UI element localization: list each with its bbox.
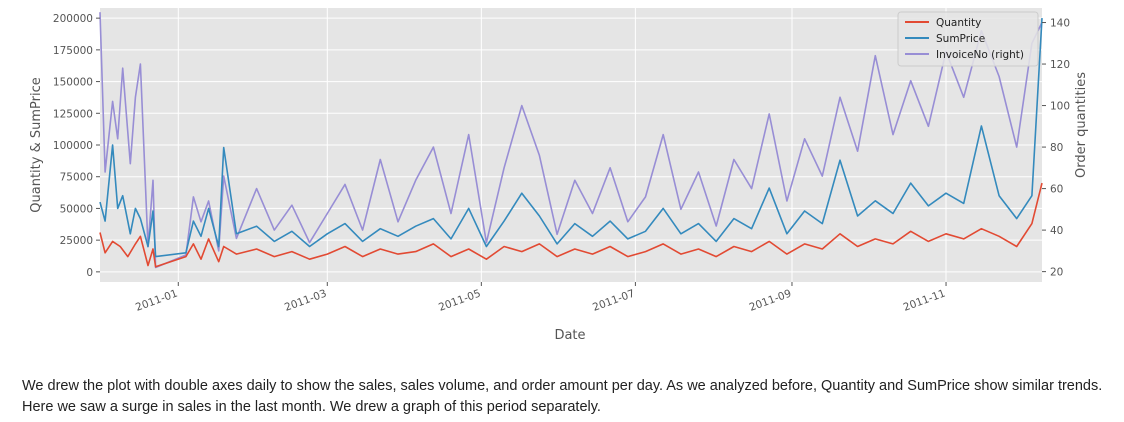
left-y-axis-label: Quantity & SumPrice xyxy=(29,77,44,212)
left-y-axis: 0 25000 50000 75000 100000 125000 150000 175000… xyxy=(53,13,100,279)
legend-box xyxy=(897,11,1039,67)
right-tick-label: 120 xyxy=(1050,59,1070,71)
left-tick-label: 50000 xyxy=(60,203,93,215)
x-tick-label: 2011-03 xyxy=(283,288,328,314)
legend-label: Quantity xyxy=(936,17,981,29)
left-tick-label: 175000 xyxy=(53,45,93,57)
left-tick-label: 0 xyxy=(86,267,93,279)
left-tick-label: 125000 xyxy=(53,108,93,120)
caption-text: We drew the plot with double axes daily … xyxy=(22,378,1103,415)
x-axis-label: Date xyxy=(554,328,585,343)
legend: Quantity SumPrice InvoiceNo (right) xyxy=(897,11,1039,67)
right-tick-label: 60 xyxy=(1050,184,1063,196)
series-lines xyxy=(99,12,1043,269)
right-tick-label: 20 xyxy=(1050,267,1063,279)
x-axis: 2011-01 2011-03 2011-05 2011-07 2011-09 2011-… xyxy=(134,282,947,314)
left-tick-label: 75000 xyxy=(60,172,93,184)
dual-axis-line-chart: 0 25000 50000 75000 100000 125000 150000 175000… xyxy=(29,8,1089,343)
left-tick-label: 200000 xyxy=(53,13,93,25)
left-tick-label: 150000 xyxy=(53,77,93,89)
left-tick-label: 100000 xyxy=(53,140,93,152)
right-tick-label: 100 xyxy=(1050,101,1070,113)
right-tick-label: 80 xyxy=(1050,142,1063,154)
right-y-axis: 20 40 60 80 100 120 140 xyxy=(1042,18,1070,279)
x-tick-label: 2011-01 xyxy=(134,288,179,314)
right-tick-label: 140 xyxy=(1050,18,1070,30)
legend-label: SumPrice xyxy=(936,33,985,45)
x-tick-label: 2011-07 xyxy=(591,288,636,314)
series-line-quantity xyxy=(99,182,1043,268)
legend-label: InvoiceNo (right) xyxy=(936,49,1024,61)
right-y-axis-label: Order quantities xyxy=(1074,72,1089,178)
x-tick-label: 2011-09 xyxy=(748,288,793,314)
right-tick-label: 40 xyxy=(1050,225,1063,237)
x-tick-label: 2011-11 xyxy=(902,288,947,314)
left-tick-label: 25000 xyxy=(60,235,93,247)
x-tick-label: 2011-05 xyxy=(437,288,482,314)
series-line-sumprice xyxy=(99,18,1043,258)
grid-lines xyxy=(100,8,1042,282)
